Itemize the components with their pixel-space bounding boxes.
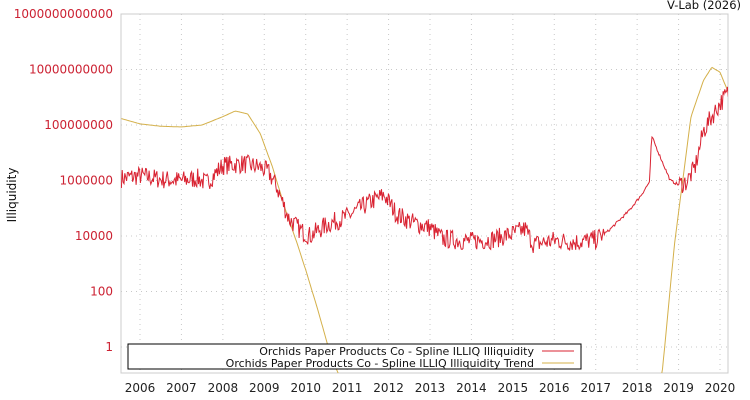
x-tick-label: 2011 (332, 381, 363, 395)
trend-line (121, 66, 728, 373)
credit-label: V-Lab (2026) (667, 0, 741, 12)
x-tick-label: 2019 (663, 381, 694, 395)
y-tick-label: 10000000000 (29, 63, 113, 77)
grid-lines (121, 14, 728, 373)
x-tick-label: 2018 (622, 381, 653, 395)
illiquidity-line (121, 86, 728, 253)
series-lines (121, 66, 728, 373)
legend-label-trend: Orchids Paper Products Co - Spline ILLIQ… (226, 357, 534, 370)
x-tick-label: 2016 (539, 381, 570, 395)
plot-frame (120, 13, 729, 374)
y-axis-label: Illiquidity (5, 168, 19, 223)
y-tick-label: 100000000 (44, 118, 113, 132)
x-tick-label: 2015 (498, 381, 529, 395)
x-tick-label: 2020 (705, 381, 736, 395)
legend: Orchids Paper Products Co - Spline ILLIQ… (127, 343, 582, 370)
y-tick-label: 1000000000000 (14, 7, 113, 21)
x-tick-label: 2013 (415, 381, 446, 395)
y-tick-label: 10000 (75, 229, 113, 243)
y-tick-label: 100 (90, 285, 113, 299)
x-tick-label: 2007 (166, 381, 197, 395)
x-tick-label: 2014 (456, 381, 487, 395)
x-tick-label: 2006 (125, 381, 156, 395)
y-tick-label: 1000000 (60, 174, 113, 188)
x-tick-label: 2017 (580, 381, 611, 395)
x-tick-label: 2010 (290, 381, 321, 395)
x-axis-ticks: 2006 2007 2008 2009 2010 2011 2012 2013 2014 2015… (125, 381, 736, 395)
x-tick-label: 2012 (373, 381, 404, 395)
y-tick-label: 1 (105, 340, 113, 354)
legend-box (127, 343, 582, 370)
y-axis-ticks: 1000000000000 10000000000 100000000 1000000… (14, 7, 113, 354)
x-tick-label: 2009 (249, 381, 280, 395)
legend-label-illiquidity: Orchids Paper Products Co - Spline ILLIQ… (259, 345, 534, 358)
x-tick-label: 2008 (208, 381, 239, 395)
